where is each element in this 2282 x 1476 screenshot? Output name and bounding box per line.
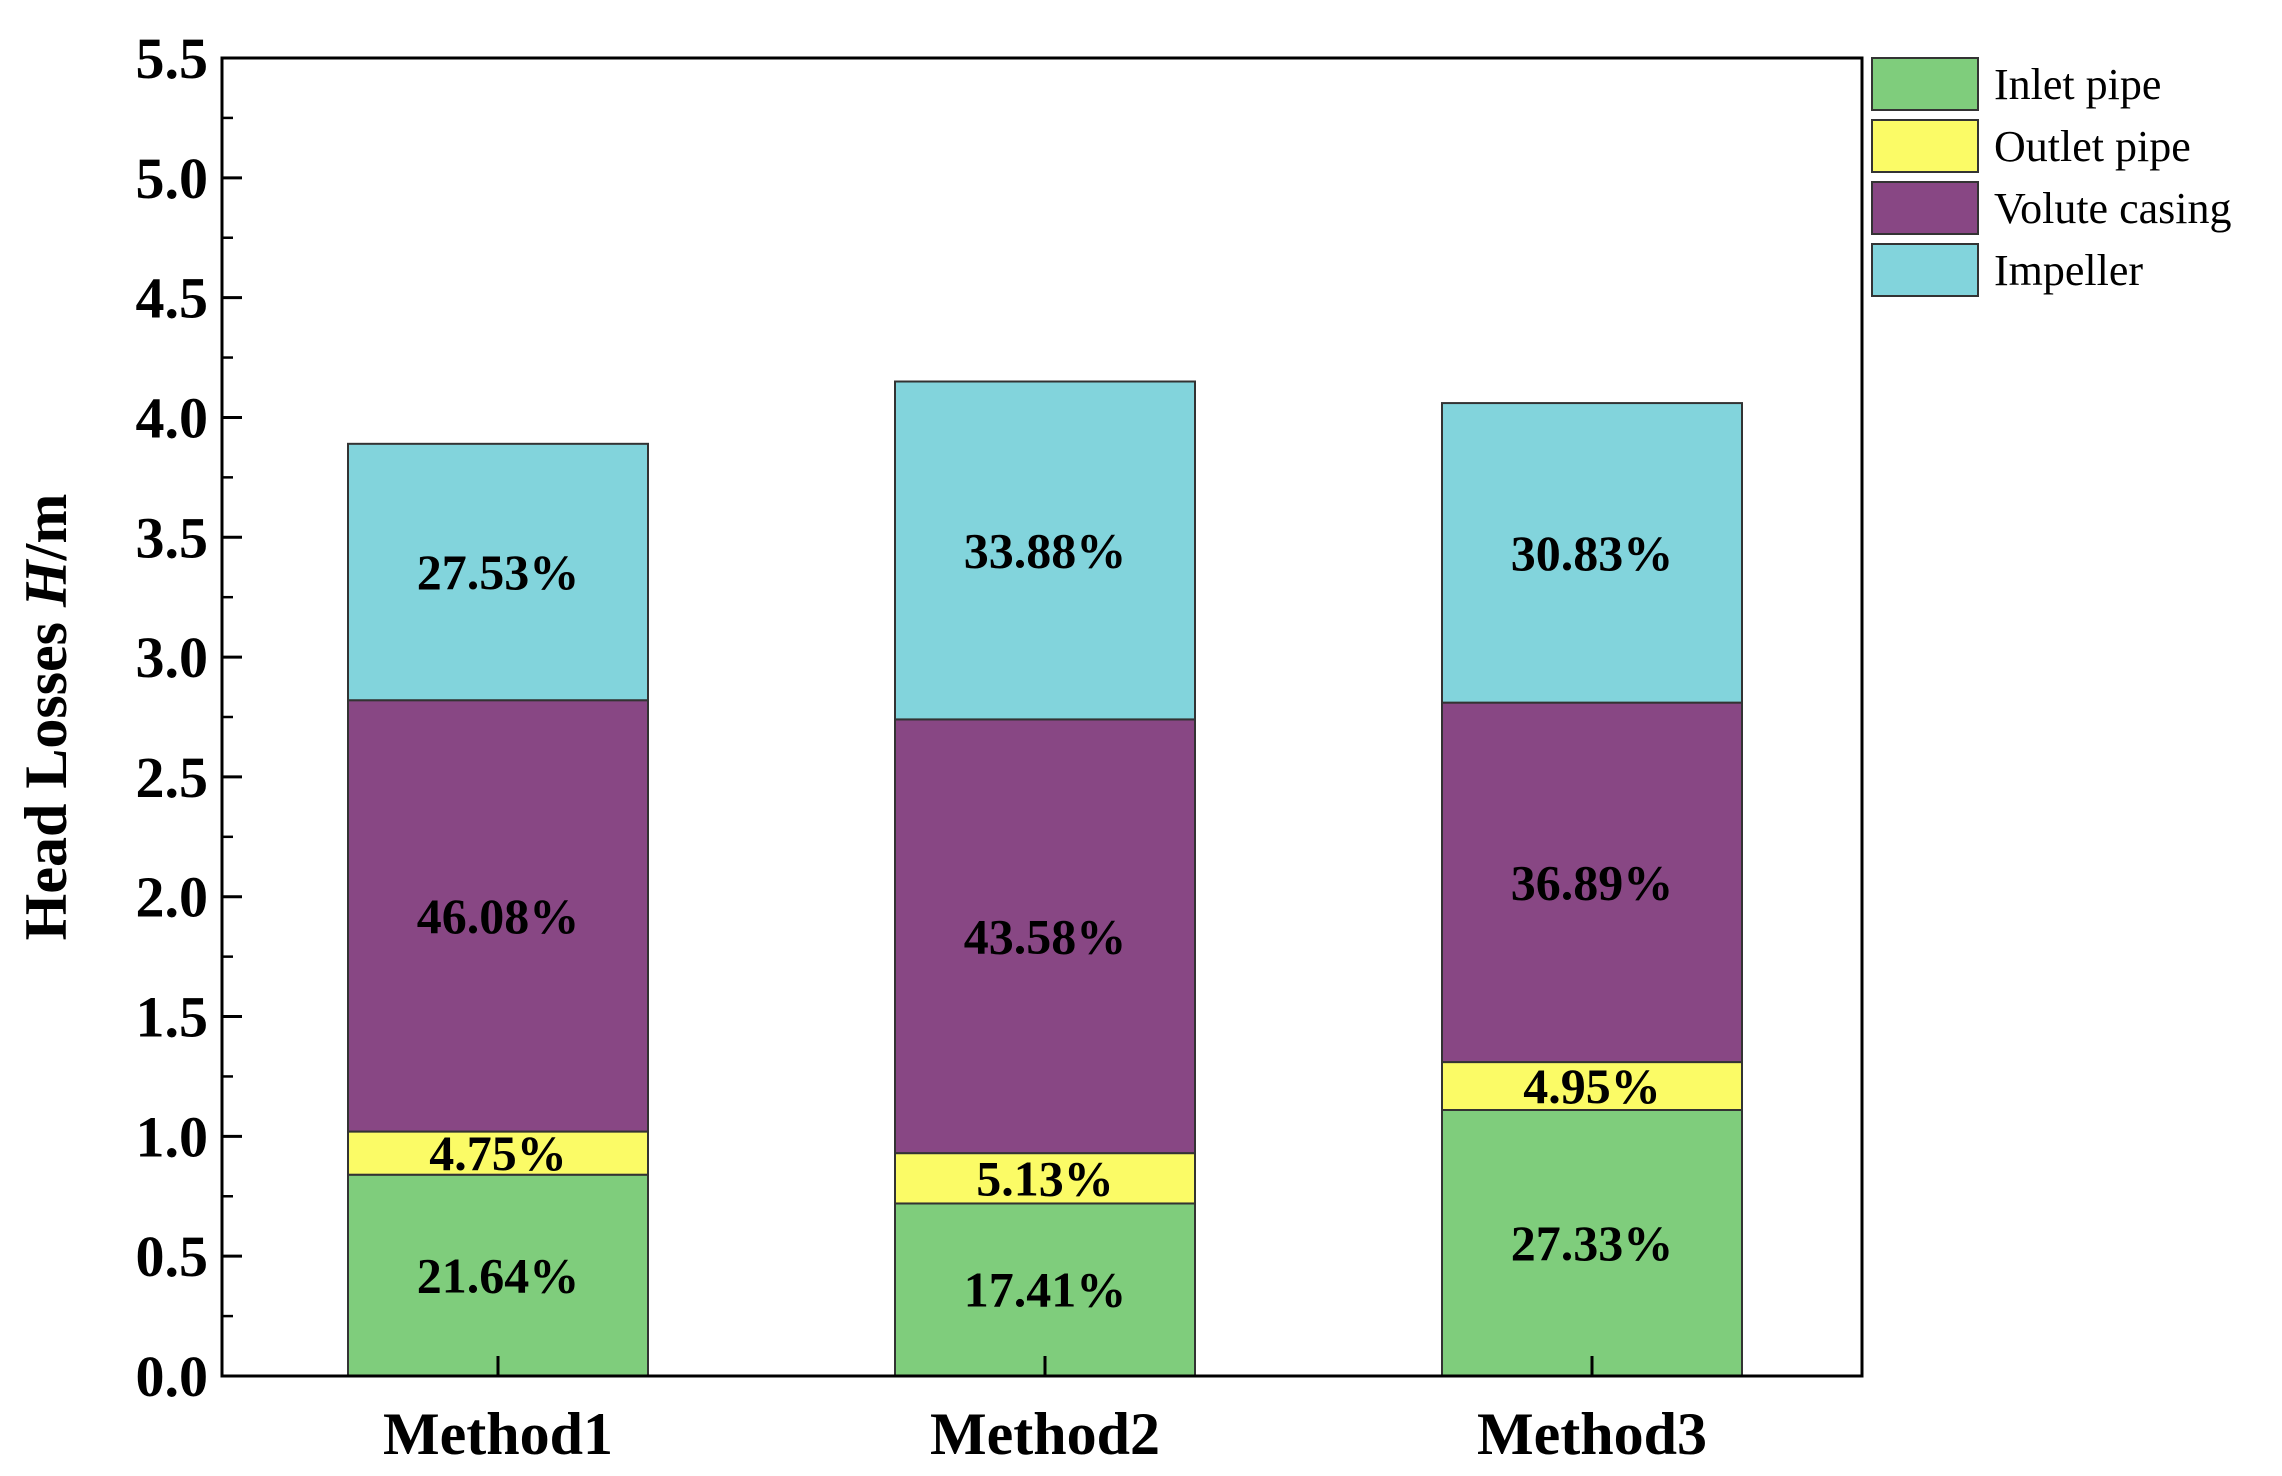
bar-segment-label: 17.41% bbox=[964, 1262, 1127, 1318]
bar-segment-label: 30.83% bbox=[1511, 525, 1674, 581]
x-category-layer: Method1 Method2 Method3 bbox=[383, 1356, 1707, 1467]
legend-swatch bbox=[1871, 181, 1979, 235]
y-tick-label: 5.0 bbox=[136, 146, 209, 211]
y-tick-label: 0.0 bbox=[136, 1344, 209, 1409]
bar-segment-label: 33.88% bbox=[964, 522, 1127, 578]
y-tick-label: 4.0 bbox=[136, 385, 209, 450]
bar-segment bbox=[1441, 402, 1743, 704]
y-tick-label: 2.5 bbox=[136, 745, 209, 810]
x-category-label: Method2 bbox=[930, 1401, 1160, 1467]
bar-segment bbox=[347, 1173, 649, 1377]
bar-segment-label: 27.33% bbox=[1511, 1215, 1674, 1271]
bar-segment-label: 5.13% bbox=[976, 1150, 1114, 1206]
y-tick-label: 3.0 bbox=[136, 625, 209, 690]
x-category-label: Method3 bbox=[1477, 1401, 1707, 1467]
legend-label: Impeller bbox=[1994, 246, 2143, 295]
bar-segment bbox=[894, 380, 1196, 721]
y-tick-label: 3.5 bbox=[136, 505, 209, 570]
bar-segment bbox=[347, 1130, 649, 1176]
y-axis-title-variable: H bbox=[13, 558, 79, 608]
y-axis-title-unit: /m bbox=[13, 494, 79, 562]
bar-segment-label: 43.58% bbox=[964, 908, 1127, 964]
bar-segment bbox=[894, 1152, 1196, 1205]
legend: Inlet pipe Outlet pipe Volute casing Impell… bbox=[1871, 57, 2232, 297]
y-tick-label: 1.0 bbox=[136, 1104, 209, 1169]
bar-segment bbox=[1441, 1061, 1743, 1112]
y-axis-title-text: Head Losses bbox=[13, 607, 79, 940]
legend-swatch bbox=[1871, 243, 1979, 297]
y-tick-label: 4.5 bbox=[136, 266, 209, 331]
y-tick-label: 0.5 bbox=[136, 1224, 209, 1289]
y-tick-label: 2.0 bbox=[136, 865, 209, 930]
y-tick-label: 5.5 bbox=[136, 26, 209, 91]
bar-segment-label: 36.89% bbox=[1511, 854, 1674, 910]
legend-swatch bbox=[1871, 57, 1979, 111]
bar-segment bbox=[894, 718, 1196, 1155]
bar-segment-label: 21.64% bbox=[417, 1247, 580, 1303]
bar-segment-label: 27.53% bbox=[417, 544, 580, 600]
bar-segment bbox=[894, 1202, 1196, 1377]
bar-segment-label: 4.95% bbox=[1523, 1058, 1661, 1114]
bar-segment bbox=[347, 442, 649, 702]
legend-label: Outlet pipe bbox=[1994, 122, 2191, 171]
y-ticks-layer: 0.0 0.5 1.0 1.5 2.0 2.5 3.0 3.5 4.0 4.5 5.0 5.5 bbox=[136, 26, 242, 1409]
bar-segment-label: 4.75% bbox=[429, 1125, 567, 1181]
legend-label: Volute casing bbox=[1994, 184, 2232, 233]
legend-label: Inlet pipe bbox=[1994, 60, 2161, 109]
bar-labels-layer: 21.64% 4.75% 46.08% 27.53% 17.41% 5.13% 43.58%… bbox=[417, 522, 1674, 1317]
legend-swatch bbox=[1871, 119, 1979, 173]
bars-layer bbox=[347, 380, 1743, 1378]
bar-segment-label: 46.08% bbox=[417, 888, 580, 944]
y-tick-label: 1.5 bbox=[136, 985, 209, 1050]
y-axis-title: Head Losses H/m bbox=[13, 494, 79, 941]
x-category-label: Method1 bbox=[383, 1401, 613, 1467]
bar-segment bbox=[1441, 701, 1743, 1064]
